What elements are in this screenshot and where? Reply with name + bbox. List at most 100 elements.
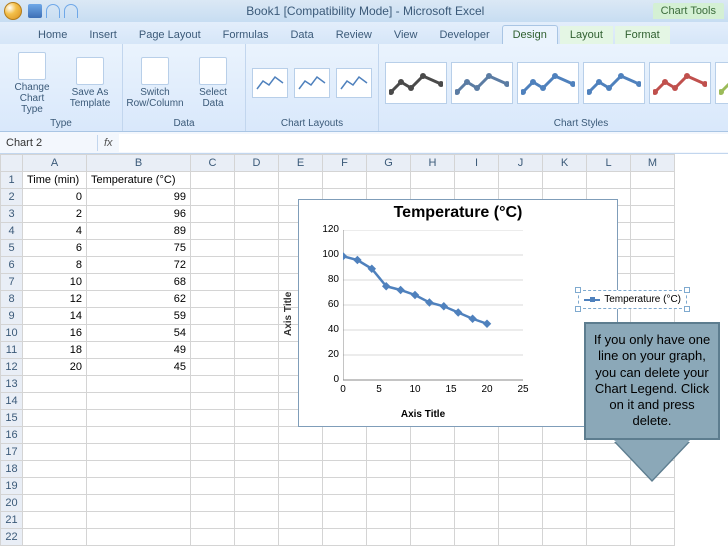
cell[interactable]: 75 <box>87 240 191 257</box>
cell[interactable] <box>235 444 279 461</box>
cell[interactable] <box>191 393 235 410</box>
cell[interactable] <box>191 325 235 342</box>
cell[interactable] <box>191 172 235 189</box>
cell[interactable]: 12 <box>23 291 87 308</box>
cell[interactable] <box>543 172 587 189</box>
row-header[interactable]: 5 <box>1 240 23 257</box>
col-header[interactable]: A <box>23 155 87 172</box>
cell[interactable] <box>367 495 411 512</box>
plot-area[interactable]: 0204060801001200510152025 <box>343 230 523 380</box>
row-header[interactable]: 21 <box>1 512 23 529</box>
cell[interactable] <box>235 308 279 325</box>
cell[interactable] <box>191 359 235 376</box>
row-header[interactable]: 8 <box>1 291 23 308</box>
cell[interactable] <box>235 478 279 495</box>
cell[interactable] <box>191 291 235 308</box>
cell[interactable] <box>455 172 499 189</box>
cell[interactable] <box>411 512 455 529</box>
cell[interactable] <box>87 410 191 427</box>
layout-thumb[interactable] <box>336 68 372 98</box>
tab-page-layout[interactable]: Page Layout <box>129 26 211 44</box>
cell[interactable] <box>87 376 191 393</box>
cell[interactable] <box>587 529 631 546</box>
row-header[interactable]: 22 <box>1 529 23 546</box>
cell[interactable] <box>587 172 631 189</box>
cell[interactable]: 6 <box>23 240 87 257</box>
row-header[interactable]: 18 <box>1 461 23 478</box>
cell[interactable] <box>191 257 235 274</box>
style-swatch[interactable] <box>715 62 728 104</box>
cell[interactable] <box>631 274 675 291</box>
cell[interactable] <box>87 478 191 495</box>
cell[interactable] <box>279 427 323 444</box>
cell[interactable] <box>411 478 455 495</box>
row-header[interactable]: 20 <box>1 495 23 512</box>
col-header[interactable]: H <box>411 155 455 172</box>
cell[interactable] <box>235 359 279 376</box>
tab-layout[interactable]: Layout <box>560 26 613 44</box>
tab-developer[interactable]: Developer <box>429 26 499 44</box>
cell[interactable] <box>411 172 455 189</box>
cell[interactable]: 89 <box>87 223 191 240</box>
cell[interactable] <box>411 461 455 478</box>
cell[interactable] <box>543 512 587 529</box>
cell[interactable] <box>235 529 279 546</box>
selection-handle[interactable] <box>575 287 581 293</box>
cell[interactable] <box>499 172 543 189</box>
cell[interactable] <box>631 478 675 495</box>
selection-handle[interactable] <box>684 287 690 293</box>
cell[interactable] <box>235 512 279 529</box>
cell[interactable] <box>631 495 675 512</box>
name-box[interactable]: Chart 2 <box>0 135 98 151</box>
cell[interactable]: 68 <box>87 274 191 291</box>
cell[interactable] <box>23 529 87 546</box>
col-header[interactable]: G <box>367 155 411 172</box>
cell[interactable] <box>87 427 191 444</box>
cell[interactable]: 4 <box>23 223 87 240</box>
cell[interactable]: Time (min) <box>23 172 87 189</box>
cell[interactable] <box>235 495 279 512</box>
cell[interactable] <box>191 376 235 393</box>
row-header[interactable]: 16 <box>1 427 23 444</box>
cell[interactable] <box>191 410 235 427</box>
cell[interactable] <box>235 461 279 478</box>
cell[interactable] <box>455 512 499 529</box>
cell[interactable] <box>631 257 675 274</box>
cell[interactable] <box>23 512 87 529</box>
cell[interactable] <box>543 478 587 495</box>
cell[interactable] <box>587 512 631 529</box>
cell[interactable] <box>191 461 235 478</box>
cell[interactable] <box>23 376 87 393</box>
cell[interactable] <box>323 478 367 495</box>
cell[interactable] <box>631 206 675 223</box>
cell[interactable] <box>235 376 279 393</box>
cell[interactable] <box>367 529 411 546</box>
col-header[interactable]: F <box>323 155 367 172</box>
cell[interactable] <box>87 512 191 529</box>
cell[interactable]: 45 <box>87 359 191 376</box>
cell[interactable] <box>631 189 675 206</box>
cell[interactable] <box>499 495 543 512</box>
cell[interactable] <box>279 478 323 495</box>
cell[interactable] <box>543 444 587 461</box>
cell[interactable] <box>87 393 191 410</box>
cell[interactable] <box>543 461 587 478</box>
cell[interactable] <box>191 274 235 291</box>
cell[interactable] <box>23 444 87 461</box>
save-template-button[interactable]: Save As Template <box>64 55 116 111</box>
cell[interactable] <box>587 478 631 495</box>
cell[interactable]: 59 <box>87 308 191 325</box>
cell[interactable] <box>543 495 587 512</box>
select-all-corner[interactable] <box>1 155 23 172</box>
cell[interactable] <box>543 529 587 546</box>
cell[interactable] <box>191 529 235 546</box>
cell[interactable] <box>23 427 87 444</box>
row-header[interactable]: 10 <box>1 325 23 342</box>
cell[interactable] <box>235 342 279 359</box>
row-header[interactable]: 15 <box>1 410 23 427</box>
cell[interactable] <box>323 512 367 529</box>
cell[interactable]: 99 <box>87 189 191 206</box>
style-swatch[interactable] <box>583 62 645 104</box>
cell[interactable] <box>279 495 323 512</box>
tab-insert[interactable]: Insert <box>79 26 127 44</box>
